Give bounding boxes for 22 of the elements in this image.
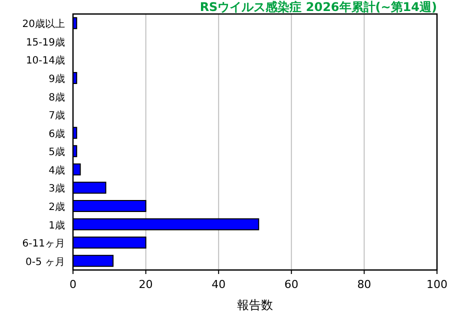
x-tick-label: 0 bbox=[70, 278, 76, 291]
x-tick-label: 80 bbox=[357, 278, 372, 291]
x-tick-label: 40 bbox=[212, 278, 226, 291]
x-tick-label: 20 bbox=[138, 278, 153, 291]
y-tick-label: 6歳 bbox=[48, 128, 65, 140]
x-tick-label: 60 bbox=[284, 278, 298, 291]
y-tick-label: 6-11ヶ月 bbox=[22, 238, 65, 250]
y-tick-label: 2歳 bbox=[48, 201, 65, 213]
y-tick-label: 7歳 bbox=[48, 110, 65, 122]
y-tick-label: 8歳 bbox=[48, 91, 65, 104]
chart-title: RSウイルス感染症 2026年累計(~第14週) bbox=[200, 0, 437, 14]
y-tick-label: 10-14歳 bbox=[26, 54, 65, 67]
y-tick-label: 1歳 bbox=[48, 219, 65, 232]
y-tick-label: 3歳 bbox=[48, 182, 65, 195]
x-axis-title: 報告数 bbox=[237, 298, 273, 312]
y-tick-label: 4歳 bbox=[48, 164, 65, 176]
y-tick-label: 20歳以上 bbox=[22, 18, 65, 30]
y-tick-label: 0-5 ヶ月 bbox=[25, 256, 65, 268]
y-tick-label: 9歳 bbox=[48, 73, 65, 85]
x-tick-label: 100 bbox=[426, 278, 448, 291]
y-tick-label: 5歳 bbox=[48, 146, 65, 158]
y-tick-label: 15-19歳 bbox=[26, 36, 65, 48]
